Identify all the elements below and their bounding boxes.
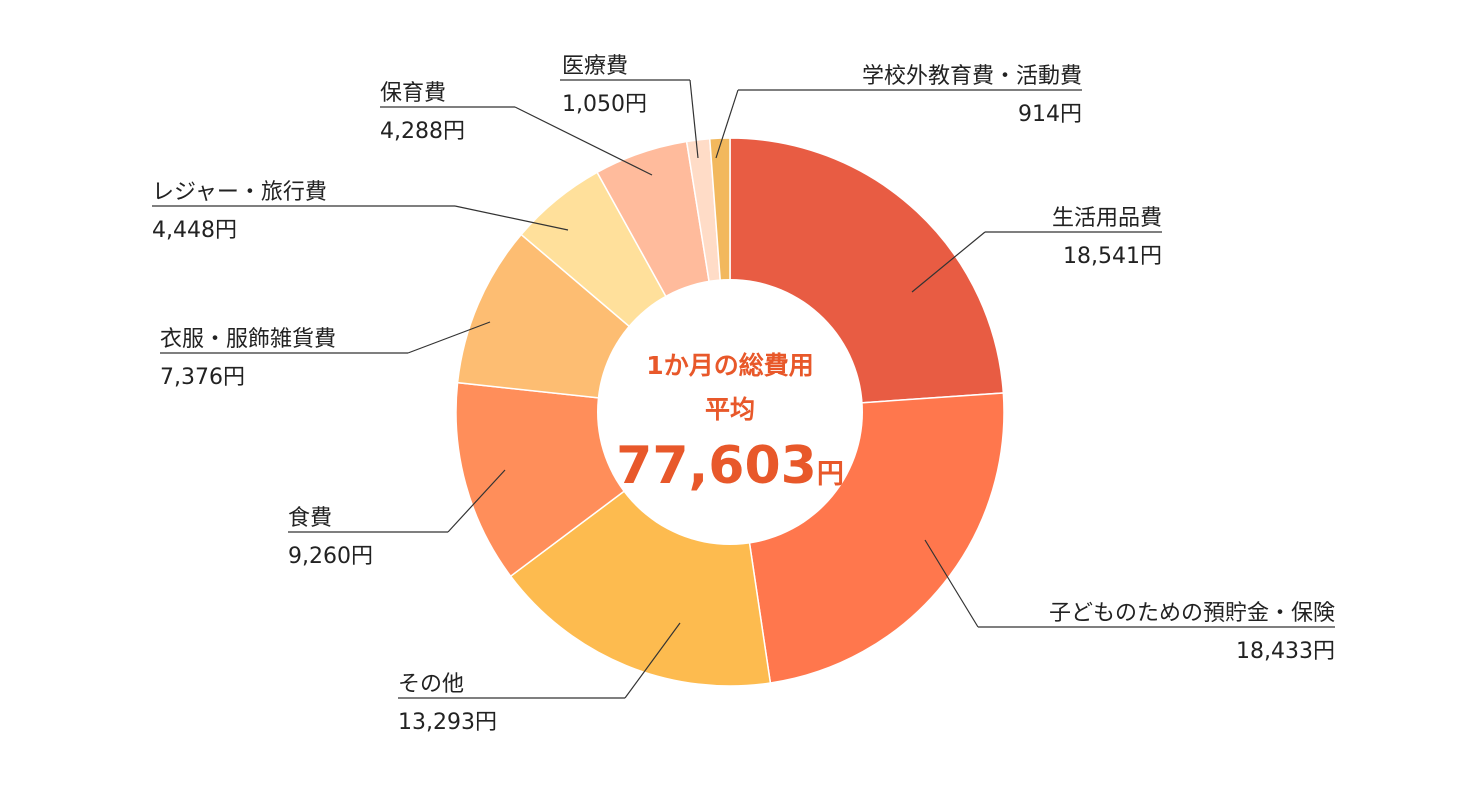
slice-value-0: 18,541円 xyxy=(1063,244,1162,269)
slice-label-6: 保育費 xyxy=(380,81,446,106)
leader-pointer-7 xyxy=(689,79,699,159)
center-subtitle: 平均 xyxy=(705,395,755,424)
center-title: 1か月の総費用 xyxy=(646,351,813,380)
center-total: 77,603円 xyxy=(616,436,844,496)
slice-label-3: 食費 xyxy=(288,506,332,531)
slice-label-0: 生活用品費 xyxy=(1052,206,1162,231)
slice-value-2: 13,293円 xyxy=(398,710,497,735)
leader-pointer-4 xyxy=(407,321,491,354)
leader-pointer-2 xyxy=(624,622,681,699)
leader-pointer-8 xyxy=(715,89,739,159)
slice-label-1: 子どものための預貯金・保険 xyxy=(1049,601,1335,626)
slice-label-8: 学校外教育費・活動費 xyxy=(862,64,1082,89)
leader-pointer-6 xyxy=(514,106,653,176)
slice-value-5: 4,448円 xyxy=(152,218,237,243)
slice-value-1: 18,433円 xyxy=(1236,639,1335,664)
slice-value-8: 914円 xyxy=(1018,102,1082,127)
slice-label-4: 衣服・服飾雑貨費 xyxy=(160,327,336,352)
slice-value-7: 1,050円 xyxy=(562,92,647,117)
leader-pointer-0 xyxy=(911,231,986,293)
slice-value-4: 7,376円 xyxy=(160,365,245,390)
leader-pointer-3 xyxy=(447,469,506,533)
slice-label-5: レジャー・旅行費 xyxy=(152,180,327,205)
slice-label-7: 医療費 xyxy=(562,54,628,79)
slice-label-2: その他 xyxy=(398,672,464,697)
leader-pointer-1 xyxy=(924,539,979,628)
donut-hole xyxy=(597,279,863,545)
slice-value-3: 9,260円 xyxy=(288,544,373,569)
slice-value-6: 4,288円 xyxy=(380,119,465,144)
leader-pointer-5 xyxy=(454,205,569,231)
center-total-value: 77,603 xyxy=(616,436,817,496)
center-total-unit: 円 xyxy=(817,459,844,490)
